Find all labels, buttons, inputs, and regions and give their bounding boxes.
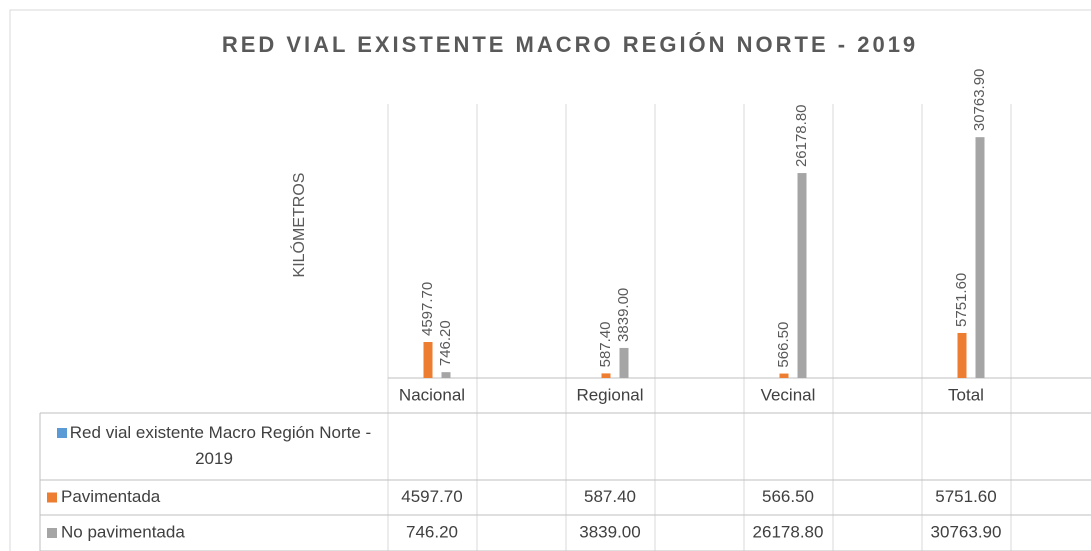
bar: [975, 137, 985, 378]
bar: [779, 373, 789, 378]
table-cell: 746.20: [406, 522, 458, 541]
bar: [601, 373, 611, 378]
data-label: 30763.90: [971, 69, 988, 132]
table-cell: 30763.90: [931, 522, 1002, 541]
legend-entry: Red vial existente Macro Región Norte - …: [44, 420, 384, 472]
data-label: 566.50: [775, 322, 792, 368]
x-tick-label: Vecinal: [761, 385, 816, 404]
bar: [619, 347, 629, 378]
data-label: 746.20: [437, 320, 454, 366]
data-label: 587.40: [597, 322, 614, 368]
table-cell: 3839.00: [579, 522, 640, 541]
x-tick-label: Nacional: [399, 385, 465, 404]
data-label: 26178.80: [793, 104, 810, 167]
bar: [797, 173, 807, 378]
table-cell: 587.40: [584, 487, 636, 506]
data-label: 4597.70: [419, 282, 436, 336]
x-tick-label: Regional: [576, 385, 643, 404]
table-cell: 26178.80: [753, 522, 824, 541]
table-cell: 4597.70: [401, 487, 462, 506]
bar: [441, 372, 451, 378]
table-cell: 566.50: [762, 487, 814, 506]
bar: [423, 342, 433, 378]
legend-label: Pavimentada: [61, 487, 161, 506]
bar: [957, 332, 967, 378]
y-axis-label: KILÓMETROS: [289, 173, 308, 278]
legend-label: No pavimentada: [61, 522, 185, 541]
legend-label: Red vial existente Macro Región Norte - …: [69, 423, 372, 468]
table-cell: 5751.60: [935, 487, 996, 506]
data-label: 3839.00: [615, 288, 632, 342]
legend-swatch: [56, 428, 67, 438]
chart-frame: [9, 9, 1091, 551]
x-tick-label: Total: [948, 385, 984, 404]
legend-swatch: [47, 528, 57, 538]
chart-title: RED VIAL EXISTENTE MACRO REGIÓN NORTE - …: [222, 32, 918, 57]
legend-swatch: [47, 492, 57, 503]
data-label: 5751.60: [953, 273, 970, 327]
